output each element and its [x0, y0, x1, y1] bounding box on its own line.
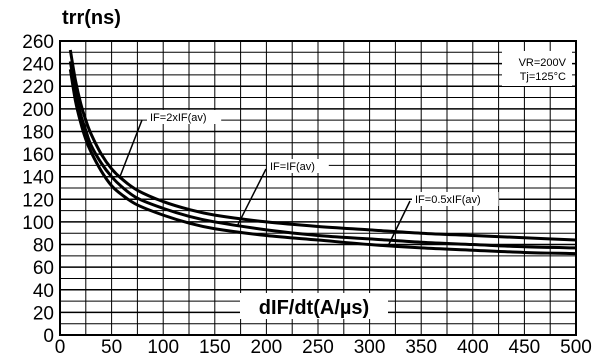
series-line-2 [68, 69, 577, 256]
annotation-bg [267, 159, 329, 173]
annotation-leader [387, 200, 411, 247]
x-tick-label: 0 [55, 337, 66, 354]
x-tick-label: 500 [560, 337, 592, 354]
curves [68, 49, 577, 256]
x-tick-label: 50 [101, 337, 122, 354]
plot-frame [59, 40, 577, 336]
y-tick-label: 140 [22, 168, 54, 189]
x-tick-label: 400 [457, 337, 489, 354]
y-tick-label: 180 [22, 122, 54, 143]
annotation-leader [119, 119, 143, 178]
x-tick-label: 200 [251, 337, 283, 354]
y-tick-label: 220 [22, 77, 54, 98]
condition-vr: VR=200V [519, 57, 567, 69]
x-tick-label: 300 [354, 337, 386, 354]
y-tick-label: 160 [22, 145, 54, 166]
x-tick-label: 150 [199, 337, 231, 354]
series-label: IF=IF(av) [270, 161, 315, 173]
y-tick-label: 20 [33, 303, 54, 324]
series-line-1 [68, 61, 577, 250]
x-axis-label-bg [240, 293, 388, 319]
series-annotations: IF=2xIF(av) IF=IF(av) IF=0.5xIF(av) [119, 110, 499, 247]
series-label: IF=0.5xIF(av) [415, 194, 481, 206]
annotation-bg [147, 110, 222, 124]
x-tick-label: 100 [147, 337, 179, 354]
y-tick-label: 260 [22, 32, 54, 53]
x-tick-label: 350 [405, 337, 437, 354]
y-tick-label: 120 [22, 190, 54, 211]
condition-tj: Tj=125°C [520, 71, 566, 83]
x-tick-label: 450 [509, 337, 541, 354]
y-tick-label: 100 [22, 213, 54, 234]
x-tick-labels: 0 50 100 150 200 250 300 350 400 450 500 [55, 337, 592, 354]
y-tick-label: 0 [43, 326, 54, 347]
y-tick-label: 40 [33, 281, 54, 302]
series-line-0 [68, 49, 577, 242]
y-tick-label: 80 [33, 236, 54, 257]
y-tick-label: 240 [22, 55, 54, 76]
conditions-box [502, 51, 572, 86]
y-tick-label: 60 [33, 258, 54, 279]
annotation-leader [236, 168, 267, 226]
annotation-bg [412, 192, 499, 206]
x-axis-label: dIF/dt(A/µs) [259, 297, 369, 319]
grid [59, 40, 577, 336]
series-label: IF=2xIF(av) [150, 112, 207, 124]
y-tick-label: 200 [22, 100, 54, 121]
x-tick-label: 250 [302, 337, 334, 354]
y-axis-label: trr(ns) [62, 7, 121, 29]
